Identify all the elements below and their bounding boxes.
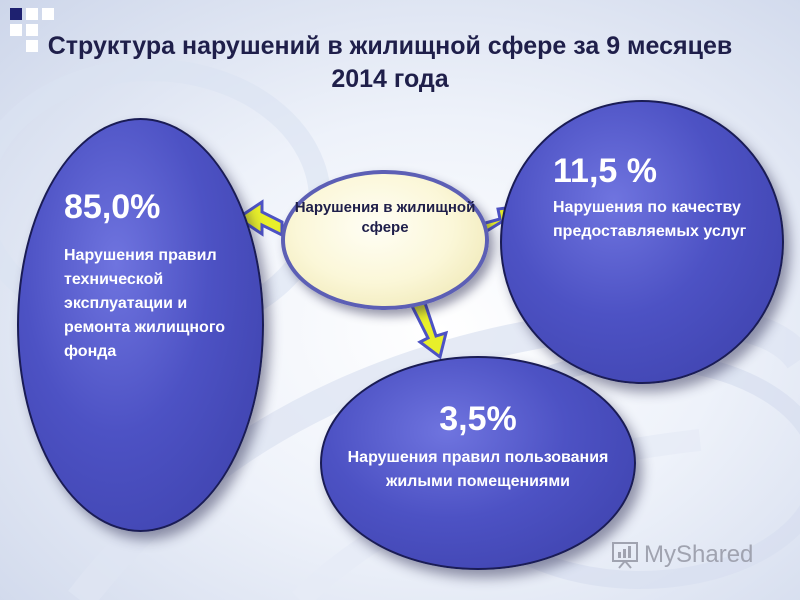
slide-title: Структура нарушений в жилищной сфере за … [47, 32, 733, 93]
corner-decoration [10, 8, 70, 52]
segment-percent: 3,5% [439, 400, 517, 438]
segment-oval-technical: 85,0% Нарушения правил технической экспл… [17, 118, 264, 532]
segment-description: Нарушения правил технической эксплуатаци… [64, 247, 226, 360]
segment-description: Нарушения по качеству предоставляемых ус… [553, 199, 747, 240]
segment-description: Нарушения правил пользования жилыми поме… [347, 449, 609, 490]
segment-percent: 11,5 % [553, 152, 657, 190]
segment-percent: 85,0% [64, 188, 161, 226]
segment-oval-services: 11,5 % Нарушения по качеству предоставля… [500, 100, 784, 384]
watermark: MyShared [610, 540, 753, 570]
center-node: Нарушения в жилищной сфере [281, 170, 489, 310]
presentation-board-icon [612, 542, 638, 569]
center-label: Нарушения в жилищной сфере [294, 199, 476, 236]
watermark-text: MyShared [644, 541, 754, 568]
arrow-to-bottom [409, 297, 449, 360]
segment-oval-usage: 3,5% Нарушения правил пользования жилыми… [320, 356, 636, 570]
arrow-to-left [235, 199, 284, 238]
